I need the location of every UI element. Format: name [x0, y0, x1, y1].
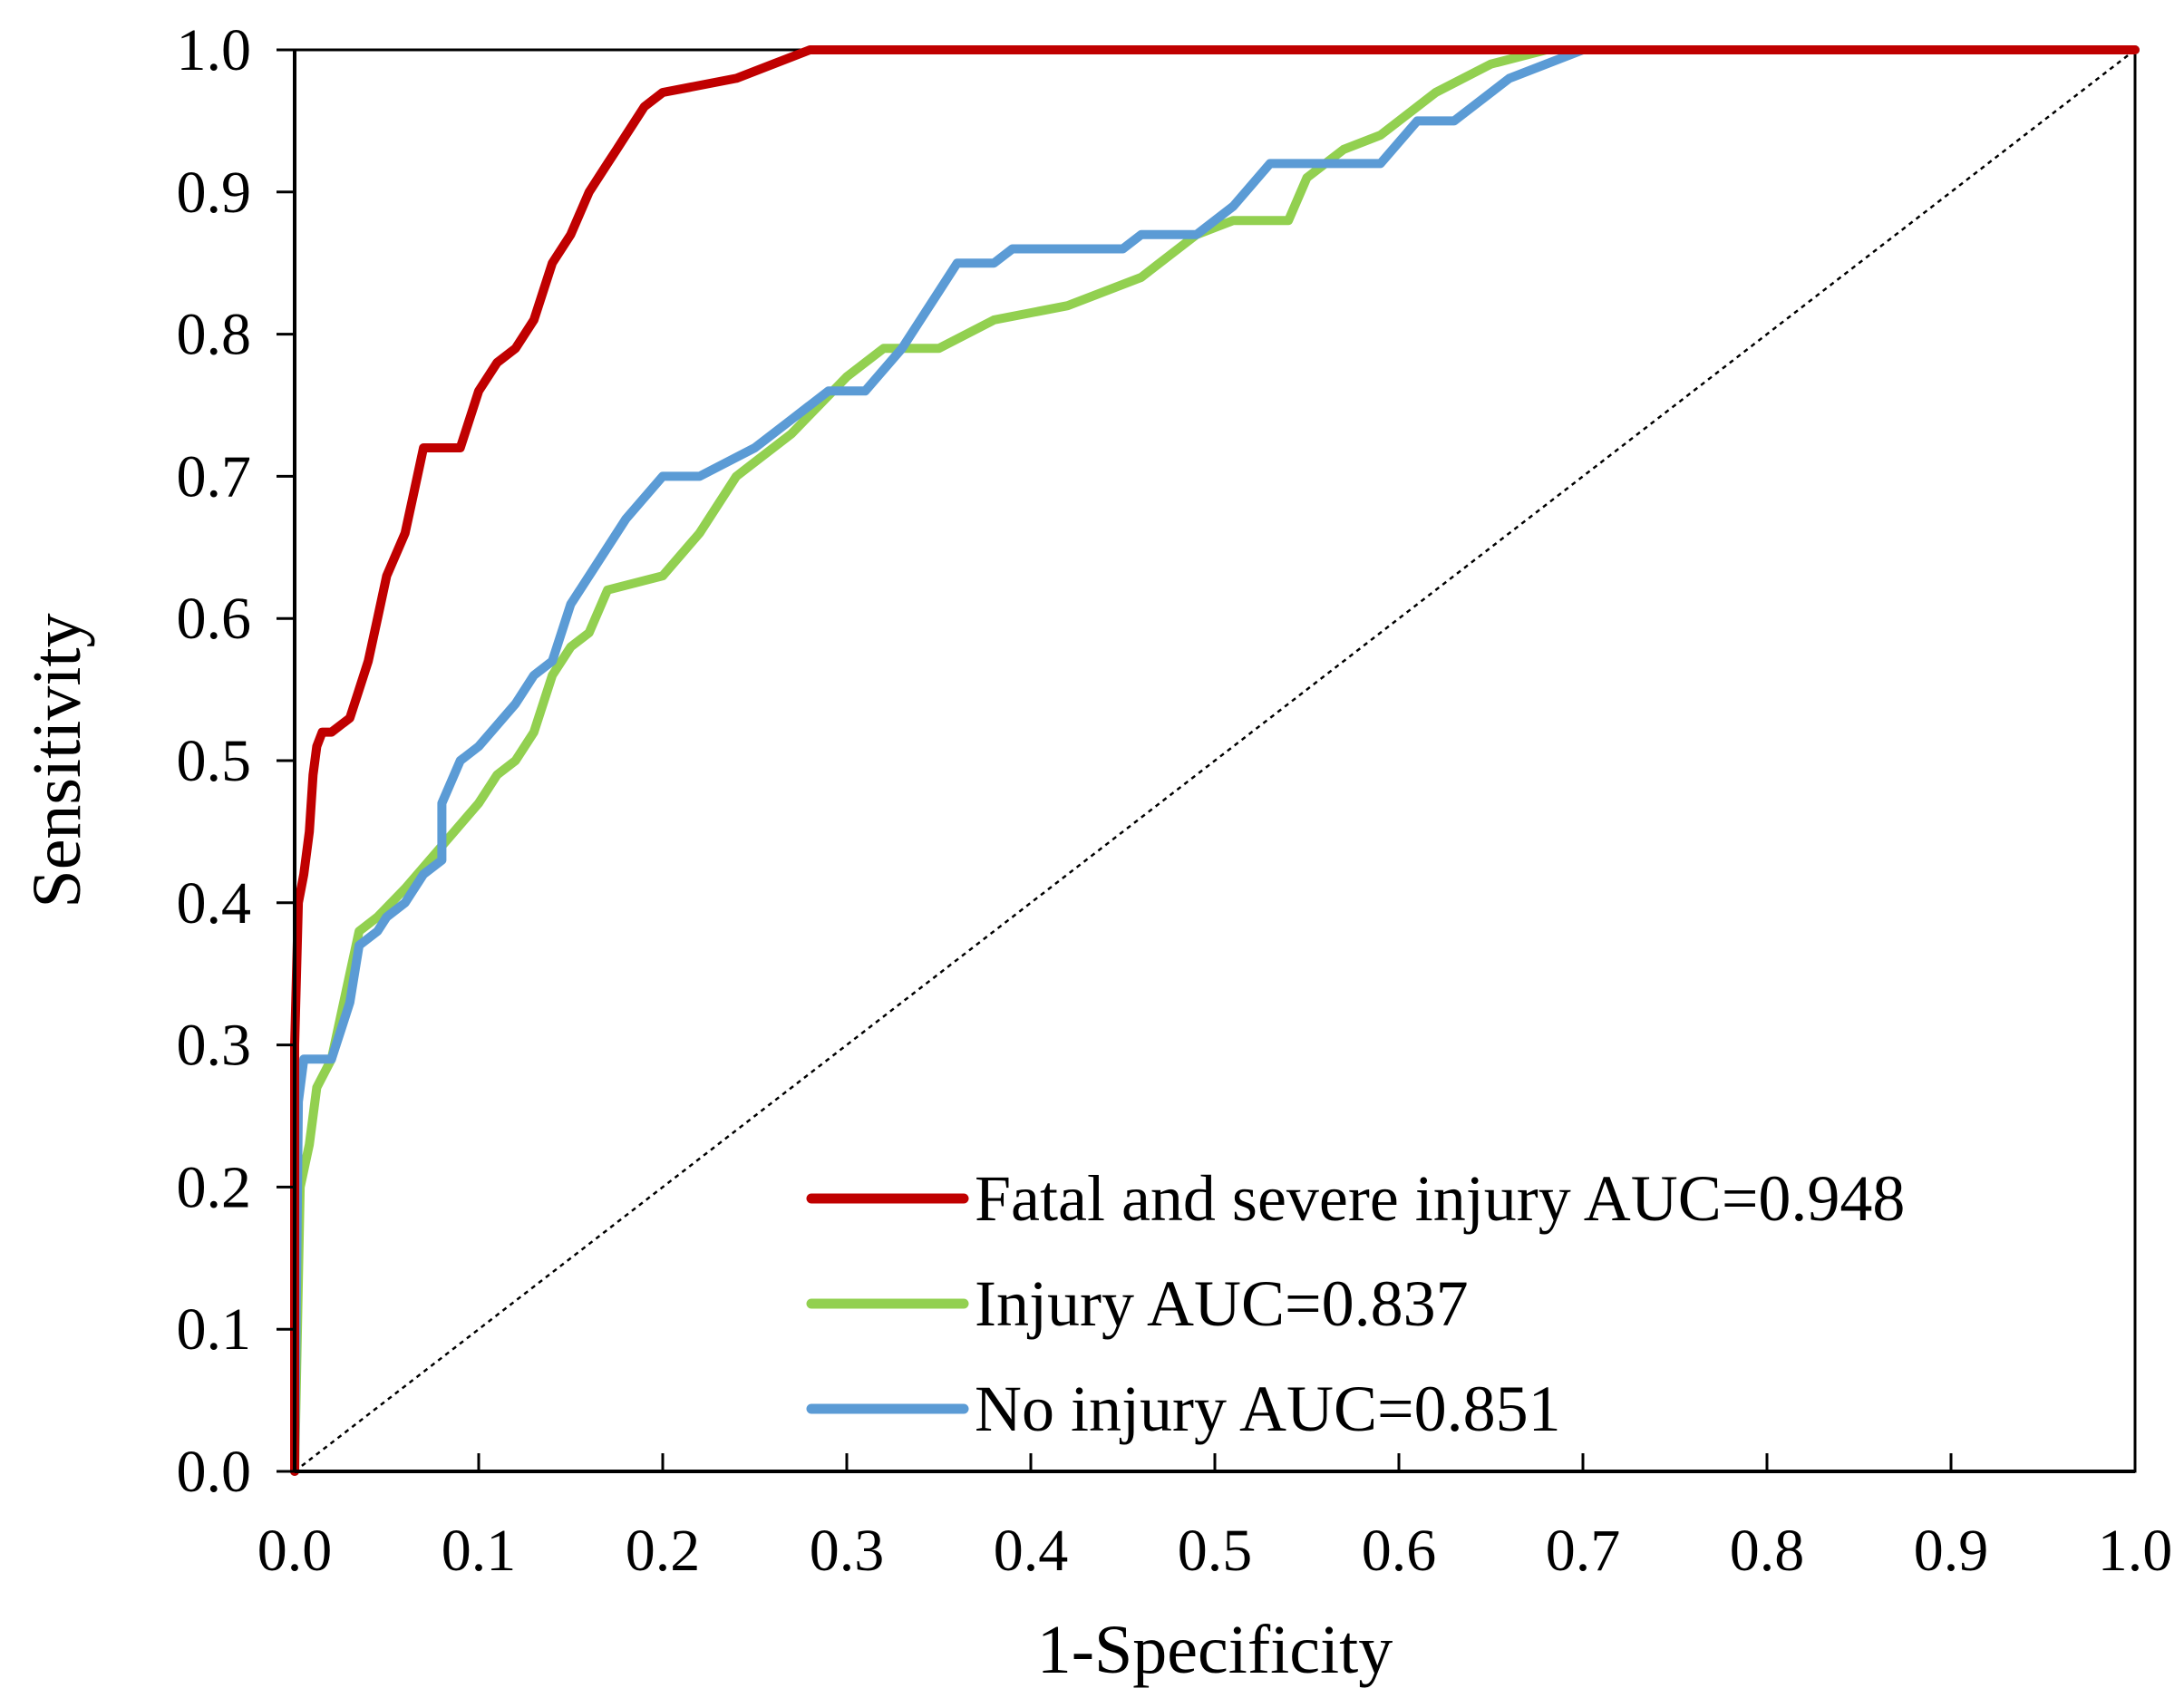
reference-diagonal-line [294, 49, 2136, 1472]
legend-label-fatal-severe: Fatal and severe injury AUC=0.948 [975, 1162, 1905, 1235]
x-tick-label: 0.3 [810, 1518, 885, 1584]
x-tick-label: 0.5 [1178, 1518, 1253, 1584]
x-tick-label: 0.7 [1546, 1518, 1621, 1584]
y-tick-label: 0.1 [177, 1296, 252, 1363]
y-tick-label: 0.0 [177, 1439, 252, 1505]
x-tick-label: 1.0 [2098, 1518, 2173, 1584]
x-tick-label: 0.9 [1914, 1518, 1989, 1584]
reference-line-layer [294, 49, 2136, 1472]
x-tick-label: 0.0 [257, 1518, 333, 1584]
x-tick-label: 0.4 [994, 1518, 1069, 1584]
y-tick-label: 0.9 [177, 160, 252, 226]
x-tick-label: 0.8 [1730, 1518, 1805, 1584]
roc-line-no-injury [290, 45, 2140, 1476]
legend-label-no-injury: No injury AUC=0.851 [975, 1373, 1561, 1445]
x-axis-title: 1-Specificity [1037, 1612, 1393, 1688]
y-tick-label: 0.6 [177, 586, 252, 652]
y-tick-label: 0.8 [177, 302, 252, 368]
y-axis-title: Sensitivity [19, 613, 95, 907]
roc-line-injury [290, 45, 2140, 1476]
axis-layer: 0.0 0.1 0.2 0.3 0.4 0.5 0.6 0.7 0.8 0.9 1.0 0.0 0.1 0… [177, 17, 2173, 1584]
y-tick-label: 1.0 [177, 17, 252, 83]
y-tick-label: 0.4 [177, 870, 252, 936]
x-tick-label: 0.1 [442, 1518, 517, 1584]
roc-line-fatal-severe [290, 45, 2140, 1476]
y-tick-label: 0.3 [177, 1013, 252, 1079]
series-layer [290, 45, 2140, 1476]
x-tick-label: 0.6 [1362, 1518, 1437, 1584]
y-tick-label: 0.2 [177, 1154, 252, 1220]
y-tick-label: 0.5 [177, 728, 252, 794]
y-tick-label: 0.7 [177, 443, 252, 509]
legend: Fatal and severe injury AUC=0.948 Injury… [806, 1162, 1905, 1445]
x-tick-label: 0.2 [626, 1518, 701, 1584]
legend-label-injury: Injury AUC=0.837 [975, 1267, 1469, 1340]
